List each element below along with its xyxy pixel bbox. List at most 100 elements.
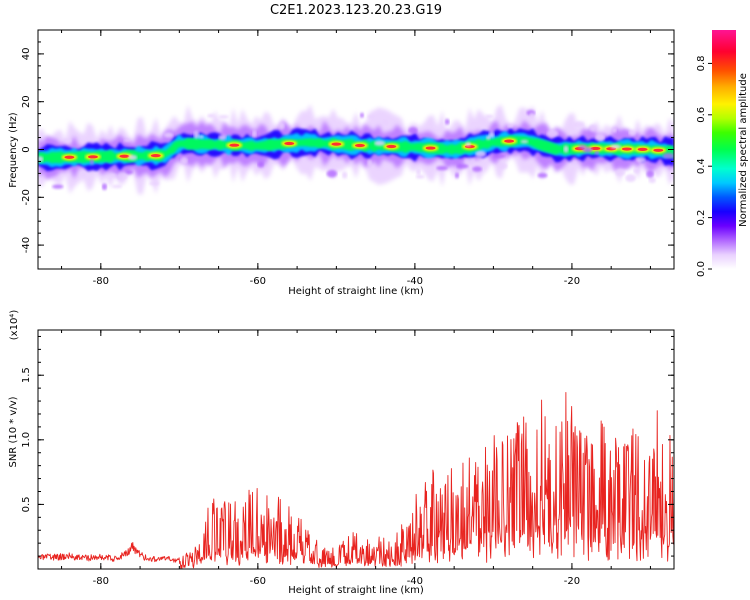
noise-blob (646, 170, 655, 178)
noise-blob (529, 112, 535, 120)
hotspot-core (354, 143, 365, 148)
noise-blob (367, 114, 374, 119)
noise-blob (465, 142, 472, 147)
noise-blob (415, 174, 425, 179)
noise-blob (612, 127, 617, 133)
hotspot-core (386, 144, 397, 149)
noise-blob (218, 134, 227, 141)
noise-blob (594, 151, 600, 155)
noise-blob (633, 168, 640, 173)
spectrogram-ticks: -80 -60 -40 -20 40 20 0 -20 -40 (21, 29, 674, 287)
snr-yscale-label: (x10⁴) (9, 310, 20, 341)
hotspot-core (150, 154, 161, 158)
noise-blob (507, 124, 514, 128)
noise-blob (341, 171, 348, 179)
noise-blob (257, 161, 265, 168)
y-tick-label: -20 (21, 189, 32, 205)
figure-title: C2E1.2023.123.20.23.G19 (270, 3, 442, 18)
hotspot-core (425, 146, 436, 150)
hotspot-core (504, 139, 515, 143)
y-tick-label: 0 (21, 146, 32, 152)
noise-blob (89, 158, 94, 165)
noise-blob (625, 174, 636, 183)
noise-blob (464, 157, 475, 165)
spectrogram-panel: -80 -60 -40 -20 40 20 0 -20 -40 Height of straig… (8, 29, 675, 297)
hotspot-core (87, 155, 98, 159)
noise-blob (101, 183, 108, 191)
noise-blob (374, 140, 386, 146)
noise-blob (589, 124, 597, 132)
noise-blob (198, 135, 204, 139)
noise-blob (326, 169, 338, 178)
spectrogram-ylabel: Frequency (Hz) (8, 112, 19, 188)
colorbar-gradient (712, 30, 736, 269)
y-tick-label: 40 (21, 48, 32, 61)
snr-ticks: -80 -60 -40 -20 0.5 1.0 1.5 (21, 330, 674, 587)
snr-ylabel: SNR (10 * v/v) (8, 396, 19, 467)
noise-blob (207, 113, 215, 118)
hotspot-core (653, 148, 664, 152)
spectrogram-ridge (38, 104, 674, 195)
y-tick-label: 20 (21, 95, 32, 108)
noise-blob (359, 112, 365, 118)
noise-blob (252, 129, 257, 138)
snr-line (38, 392, 674, 569)
noise-blob (537, 172, 548, 178)
noise-blob (485, 114, 494, 119)
hotspot-core (621, 147, 632, 151)
y-tick-label: 1.0 (21, 432, 32, 448)
y-tick-label: 0.5 (21, 496, 32, 512)
noise-blob (662, 152, 674, 159)
hotspot-core (284, 141, 295, 146)
colorbar-tick-label: 0.4 (696, 158, 707, 174)
noise-blob (578, 144, 587, 149)
noise-blob (486, 135, 491, 140)
colorbar-tick-label: 0.6 (696, 107, 707, 123)
x-tick-label: -80 (93, 276, 109, 287)
noise-blob (472, 166, 483, 172)
noise-blob (488, 131, 495, 139)
hotspot-core (590, 146, 601, 151)
hotspot-core (229, 143, 240, 147)
noise-blob (628, 129, 636, 136)
noise-blob (615, 169, 626, 176)
noise-blob (80, 171, 86, 178)
noise-blob (595, 133, 606, 142)
noise-blob (546, 129, 559, 138)
x-tick-label: -60 (250, 576, 266, 587)
noise-blob (63, 138, 72, 143)
noise-blob (123, 138, 131, 143)
x-tick-label: -40 (407, 276, 423, 287)
noise-blob (218, 115, 229, 119)
noise-blob (573, 121, 585, 128)
colorbar: 0.0 0.2 0.4 0.6 0.8 Normalized spectral ampl… (696, 30, 749, 277)
colorbar-ticks: 0.0 0.2 0.4 0.6 0.8 (696, 55, 712, 277)
noise-blob (610, 144, 622, 149)
spectrogram-xlabel: Height of straight line (km) (288, 286, 424, 297)
snr-panel: -80 -60 -40 -20 0.5 1.0 1.5 Height of straight… (8, 310, 675, 596)
noise-blob (111, 184, 123, 189)
noise-blob (367, 159, 373, 167)
noise-blob (125, 169, 134, 175)
noise-blob (278, 122, 285, 130)
noise-blob (52, 184, 64, 189)
y-tick-label: -40 (21, 237, 32, 253)
colorbar-tick-label: 0.2 (696, 210, 707, 226)
snr-xlabel: Height of straight line (km) (288, 585, 424, 596)
noise-blob (128, 154, 138, 161)
x-tick-label: -40 (407, 576, 423, 587)
y-tick-label: 1.5 (21, 367, 32, 383)
noise-blob (163, 132, 174, 138)
noise-blob (180, 156, 188, 165)
noise-blob (456, 163, 469, 169)
x-tick-label: -20 (564, 576, 580, 587)
snr-frame (37, 329, 675, 570)
x-tick-label: -20 (564, 276, 580, 287)
noise-blob (416, 168, 421, 176)
hotspot-core (64, 155, 75, 159)
noise-blob (116, 172, 128, 180)
colorbar-tick-label: 0.0 (696, 261, 707, 277)
noise-blob (444, 118, 450, 125)
x-tick-label: -80 (93, 576, 109, 587)
